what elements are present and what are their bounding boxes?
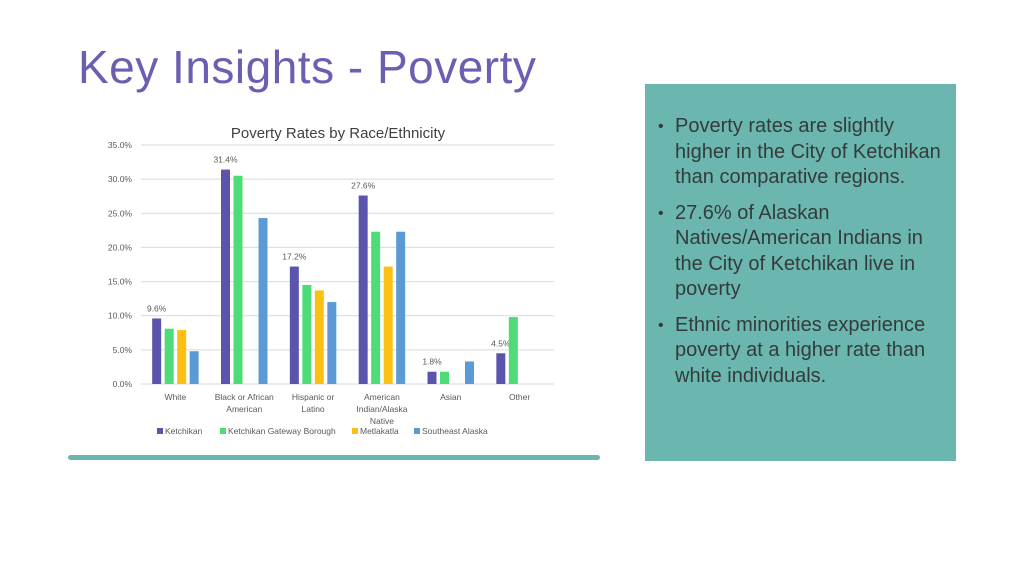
bullet-icon: • xyxy=(658,118,664,135)
bar xyxy=(427,371,437,384)
bar xyxy=(465,361,474,384)
bullet-icon: • xyxy=(658,316,664,334)
legend-label: Ketchikan xyxy=(165,426,203,436)
y-tick-label: 30.0% xyxy=(108,174,133,184)
bar xyxy=(327,302,337,384)
chart-svg: Poverty Rates by Race/Ethnicity 0.0% 5.0% 1… xyxy=(108,125,554,436)
legend-label: Metlakatla xyxy=(360,426,399,436)
poverty-chart: Poverty Rates by Race/Ethnicity 0.0% 5.0% 1… xyxy=(80,110,580,450)
bar xyxy=(164,328,174,384)
bar xyxy=(383,266,393,384)
data-label: 17.2% xyxy=(282,252,307,262)
bar xyxy=(371,231,381,384)
bullet-icon: • xyxy=(658,204,664,222)
bar xyxy=(221,169,230,384)
slide-title: Key Insights - Poverty xyxy=(78,41,537,93)
data-label: 27.6% xyxy=(351,181,376,191)
insight-text: Poverty rates are slightly higher in the… xyxy=(675,115,941,188)
bar xyxy=(508,317,518,384)
bar xyxy=(177,330,187,384)
y-tick-label: 10.0% xyxy=(108,311,133,321)
y-tick-label: 0.0% xyxy=(113,379,133,389)
bar xyxy=(358,195,368,384)
data-label: 31.4% xyxy=(213,155,238,165)
x-tick-label: Native xyxy=(370,416,394,426)
chart-title: Poverty Rates by Race/Ethnicity xyxy=(231,125,446,142)
x-tick-label: Other xyxy=(509,392,530,402)
x-tick-label: Indian/Alaska xyxy=(356,404,407,414)
legend-swatch xyxy=(352,428,358,434)
x-tick-label: Latino xyxy=(301,404,324,414)
bar xyxy=(440,371,449,384)
bar xyxy=(314,290,324,384)
y-tick-label: 15.0% xyxy=(108,277,133,287)
insight-item: • 27.6% of Alaskan Natives/American India… xyxy=(655,201,951,303)
insight-text: Ethnic minorities experience poverty at … xyxy=(675,313,926,387)
x-tick-label: American xyxy=(226,404,262,414)
x-tick-label: Asian xyxy=(440,392,462,402)
x-tick-label: Black or African xyxy=(215,392,274,402)
data-label: 9.6% xyxy=(147,303,167,313)
bar xyxy=(496,353,506,384)
legend-swatch xyxy=(220,428,226,434)
y-tick-label: 25.0% xyxy=(108,208,133,218)
x-tick-label: White xyxy=(165,392,187,402)
data-label: 1.8% xyxy=(422,357,442,367)
data-label: 4.5% xyxy=(491,338,511,348)
x-tick-label: American xyxy=(364,392,400,402)
y-tick-label: 20.0% xyxy=(108,242,133,252)
bar xyxy=(396,231,406,384)
legend-swatch xyxy=(414,428,420,434)
x-tick-label: Hispanic or xyxy=(292,392,335,402)
insights-list: • Poverty rates are slightly higher in th… xyxy=(655,114,951,399)
bar xyxy=(152,318,162,384)
bar xyxy=(302,284,312,384)
y-tick-label: 35.0% xyxy=(108,140,133,150)
legend-label: Southeast Alaska xyxy=(422,426,488,436)
insight-text: 27.6% of Alaskan Natives/American Indian… xyxy=(675,201,923,301)
bar xyxy=(258,218,268,384)
legend-label: Ketchikan Gateway Borough xyxy=(228,426,336,436)
insight-item: • Poverty rates are slightly higher in th… xyxy=(655,114,951,191)
bar xyxy=(233,175,243,384)
insight-item: • Ethnic minorities experience poverty at… xyxy=(655,313,951,390)
y-tick-label: 5.0% xyxy=(113,345,133,355)
accent-divider xyxy=(68,455,600,460)
legend-swatch xyxy=(157,428,163,434)
insights-panel: • Poverty rates are slightly higher in th… xyxy=(645,84,956,461)
bar xyxy=(289,266,299,384)
bar xyxy=(189,351,199,384)
